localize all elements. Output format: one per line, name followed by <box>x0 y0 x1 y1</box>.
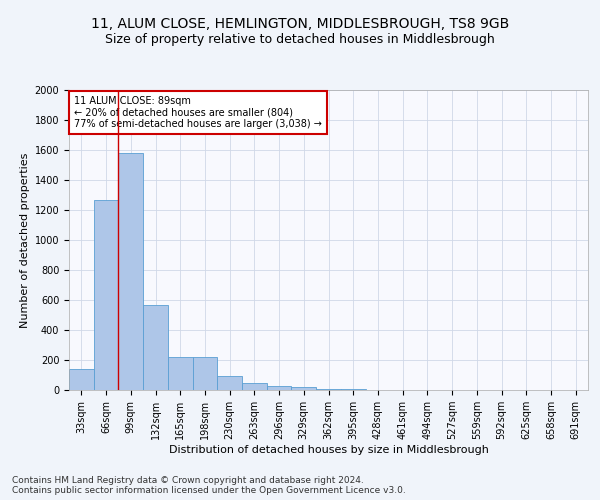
X-axis label: Distribution of detached houses by size in Middlesbrough: Distribution of detached houses by size … <box>169 445 488 455</box>
Y-axis label: Number of detached properties: Number of detached properties <box>20 152 31 328</box>
Bar <box>94 200 118 390</box>
Bar <box>217 376 242 390</box>
Bar <box>193 357 217 390</box>
Text: Size of property relative to detached houses in Middlesbrough: Size of property relative to detached ho… <box>105 32 495 46</box>
Bar <box>69 369 94 390</box>
Bar <box>292 387 316 390</box>
Bar <box>341 389 365 390</box>
Bar <box>143 304 168 390</box>
Bar <box>267 386 292 390</box>
Text: Contains HM Land Registry data © Crown copyright and database right 2024.
Contai: Contains HM Land Registry data © Crown c… <box>12 476 406 495</box>
Text: 11, ALUM CLOSE, HEMLINGTON, MIDDLESBROUGH, TS8 9GB: 11, ALUM CLOSE, HEMLINGTON, MIDDLESBROUG… <box>91 18 509 32</box>
Bar <box>118 153 143 390</box>
Text: 11 ALUM CLOSE: 89sqm
← 20% of detached houses are smaller (804)
77% of semi-deta: 11 ALUM CLOSE: 89sqm ← 20% of detached h… <box>74 96 322 129</box>
Bar <box>168 357 193 390</box>
Bar <box>316 388 341 390</box>
Bar <box>242 382 267 390</box>
